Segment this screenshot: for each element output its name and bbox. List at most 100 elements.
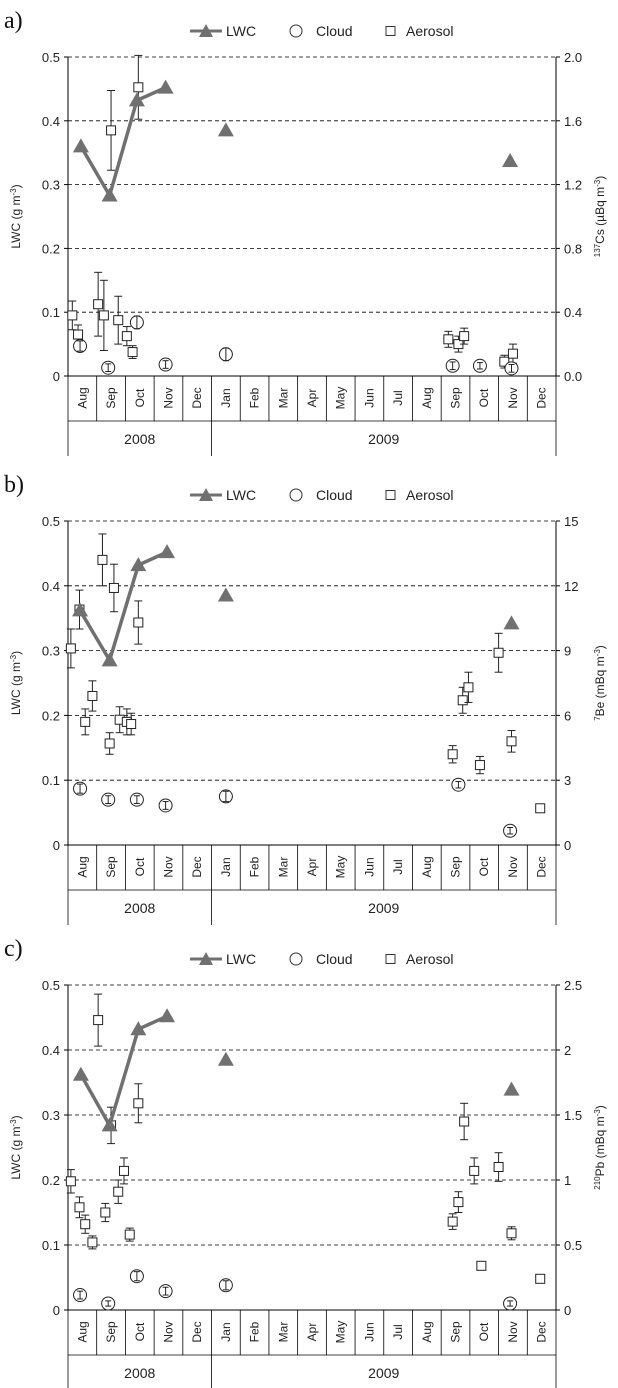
legend-label-lwc: LWC <box>226 487 256 503</box>
aerosol-marker <box>499 356 510 367</box>
aerosol-point <box>93 993 104 1047</box>
aerosol-point <box>459 1102 470 1141</box>
aerosol-point <box>80 1214 91 1234</box>
aerosol-point <box>447 1213 458 1230</box>
y-axis-title-left-part: ) <box>9 184 23 188</box>
aerosol-marker <box>133 82 144 93</box>
y-axis-title-left: LWC (g m-3) <box>9 651 24 715</box>
aerosol-marker <box>97 554 108 565</box>
aerosol-marker <box>100 1207 111 1218</box>
legend-label-aerosol: Aerosol <box>406 951 453 967</box>
aerosol-point <box>124 1227 135 1242</box>
month-label: Sep <box>104 856 118 878</box>
aerosol-marker <box>474 760 485 771</box>
aerosol-point <box>453 1191 464 1213</box>
aerosol-marker <box>87 1237 98 1248</box>
legend-label-lwc: LWC <box>226 23 256 39</box>
y-tick-label-right: 0.5 <box>564 1238 582 1253</box>
y-axis-title-right: 137Cs (µBq m-3) <box>593 176 608 257</box>
y-tick-label-right: 0 <box>564 838 571 853</box>
y-axis-title-right-part: Be (mBq m <box>593 656 607 716</box>
aerosol-point <box>113 1179 124 1204</box>
aerosol-point <box>506 730 517 753</box>
year-label: 2008 <box>124 1365 155 1381</box>
month-label: Apr <box>305 858 319 877</box>
aerosol-point <box>493 632 504 673</box>
aerosol-marker <box>93 1015 104 1026</box>
y-tick-label-right: 2.0 <box>564 50 582 65</box>
aerosol-marker <box>73 329 84 340</box>
panel-label: b) <box>4 472 24 498</box>
y-tick-label-right: 2.5 <box>564 978 582 993</box>
lwc-series-line <box>78 550 168 665</box>
aerosol-point <box>133 600 144 645</box>
y-tick-label-right: 12 <box>564 579 578 594</box>
aerosol-marker <box>113 1186 124 1197</box>
aerosol-point <box>469 1157 480 1185</box>
cloud-point <box>445 358 460 373</box>
aerosol-point <box>100 1202 111 1223</box>
lwc-marker <box>157 79 174 94</box>
y-axis-title-right-part: -3 <box>593 1109 602 1117</box>
aerosol-marker <box>121 331 132 342</box>
aerosol-point <box>97 533 108 587</box>
cloud-point <box>158 798 173 813</box>
month-label: Oct <box>477 1322 491 1341</box>
legend-aerosol-marker <box>385 26 396 36</box>
month-label: Dec <box>190 1321 204 1342</box>
y-axis-title-right: 210Pb (mBq m-3) <box>593 1105 608 1190</box>
lwc-marker <box>159 544 176 559</box>
y-axis-title-right-part: ) <box>593 176 607 180</box>
y-tick-label-left: 0.1 <box>42 773 60 788</box>
y-tick-label-right: 0.4 <box>564 305 582 320</box>
lwc-marker <box>101 1117 118 1132</box>
y-axis-title-right-part: ) <box>593 645 607 649</box>
aerosol-marker <box>443 334 454 345</box>
legend: LWC Cloud Aerosol <box>190 951 453 967</box>
year-label: 2009 <box>368 900 399 916</box>
month-label: Apr <box>305 1323 319 1342</box>
month-label: Jun <box>362 1322 376 1341</box>
panel-label: c) <box>4 936 23 962</box>
lwc-marker <box>72 602 89 617</box>
legend-label-cloud: Cloud <box>316 487 353 503</box>
aerosol-point <box>126 712 137 736</box>
aerosol-marker <box>506 736 517 747</box>
aerosol-point <box>507 343 518 364</box>
legend-lwc-marker <box>199 488 213 501</box>
aerosol-point <box>133 1083 144 1124</box>
aerosol-point <box>506 1226 517 1241</box>
month-label: Dec <box>190 856 204 877</box>
aerosol-marker <box>65 1176 76 1187</box>
y-tick-label-left: 0.3 <box>42 644 60 659</box>
y-tick-label-right: 3 <box>564 773 571 788</box>
legend-aerosol-marker <box>385 490 396 500</box>
y-tick-label-right: 1.6 <box>564 114 582 129</box>
month-label: May <box>334 856 348 879</box>
y-axis-title-left-part: ) <box>9 651 23 655</box>
y-tick-label-right: 9 <box>564 644 571 659</box>
cloud-point <box>129 315 144 330</box>
aerosol-marker <box>113 315 124 326</box>
cloud-point <box>101 792 116 807</box>
lwc-marker <box>503 1081 520 1096</box>
aerosol-marker <box>80 1219 91 1230</box>
aerosol-point <box>535 803 546 814</box>
cloud-point <box>472 358 487 373</box>
aerosol-marker <box>476 1260 487 1271</box>
panel-label: a) <box>4 8 23 34</box>
aerosol-point <box>493 1152 504 1182</box>
y-tick-label-right: 1.5 <box>564 1108 582 1123</box>
cloud-point <box>504 361 519 376</box>
y-axis-title-left-part: ) <box>9 1115 23 1119</box>
aerosol-marker <box>447 749 458 760</box>
y-axis-title-right-part: Pb (mBq m <box>593 1116 607 1176</box>
y-axis-title-right-part: Cs (µBq m <box>593 187 607 244</box>
legend-cloud-marker <box>289 24 303 38</box>
aerosol-marker <box>453 1197 464 1208</box>
aerosol-point <box>499 354 510 369</box>
y-tick-label-left: 0 <box>53 1303 60 1318</box>
month-label: Nov <box>161 387 175 408</box>
cloud-point <box>129 792 144 807</box>
